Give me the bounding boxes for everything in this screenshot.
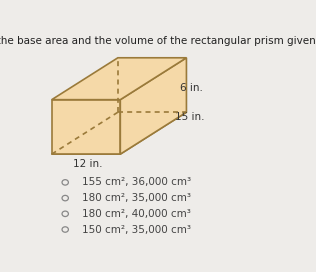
Text: 180 cm², 40,000 cm³: 180 cm², 40,000 cm³ bbox=[82, 209, 191, 219]
Text: 12 in.: 12 in. bbox=[72, 159, 102, 169]
Text: 15 in.: 15 in. bbox=[175, 112, 205, 122]
Polygon shape bbox=[52, 112, 186, 154]
Text: Find the base area and the volume of the rectangular prism given below.: Find the base area and the volume of the… bbox=[0, 36, 316, 46]
Polygon shape bbox=[120, 58, 186, 154]
Text: 150 cm², 35,000 cm³: 150 cm², 35,000 cm³ bbox=[82, 224, 191, 234]
Text: 6 in.: 6 in. bbox=[180, 83, 203, 93]
Text: 155 cm², 36,000 cm³: 155 cm², 36,000 cm³ bbox=[82, 177, 191, 187]
Text: 180 cm², 35,000 cm³: 180 cm², 35,000 cm³ bbox=[82, 193, 191, 203]
Polygon shape bbox=[52, 100, 120, 154]
Polygon shape bbox=[52, 58, 186, 100]
